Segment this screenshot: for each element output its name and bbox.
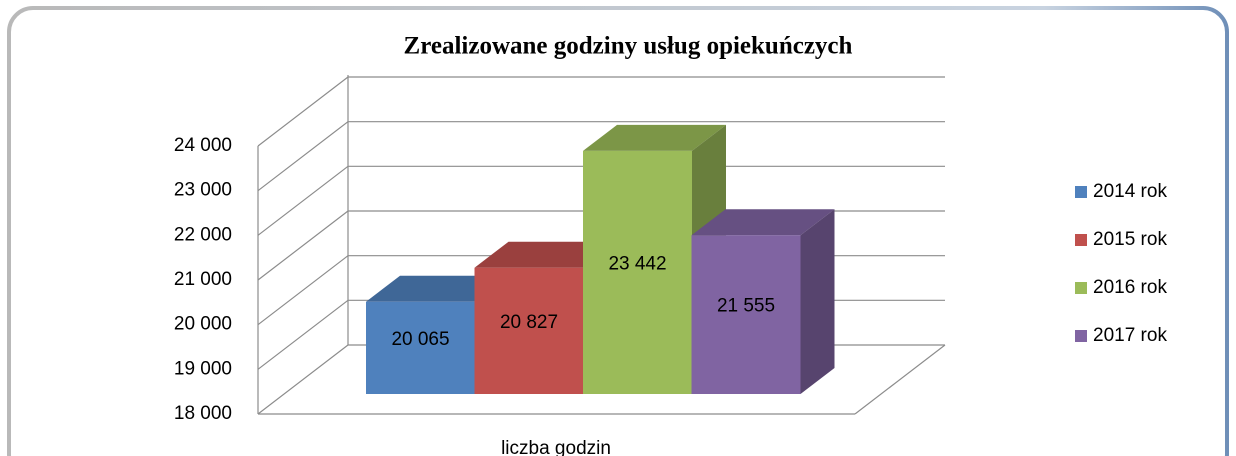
data-label: 20 827 [500,312,558,333]
y-tick-label: 21 000 [174,269,232,290]
bar [366,301,475,394]
bar-top [691,209,835,236]
chart-title: Zrealizowane godziny usług opiekuńczych [404,33,853,60]
bar [474,267,584,394]
y-tick-label: 24 000 [174,135,232,156]
legend-label: 2014 rok [1093,181,1167,202]
y-tick-label: 22 000 [174,224,232,245]
bar-side [800,209,835,394]
y-tick-label: 19 000 [174,358,232,379]
bar-top [474,241,618,268]
grid-line [257,121,945,192]
legend-swatch [1075,234,1087,246]
legend-label: 2017 rok [1093,325,1167,346]
legend-label: 2015 rok [1093,229,1167,250]
grid-line [257,165,945,236]
bar-top [583,124,726,151]
y-tick-label: 23 000 [174,180,232,201]
data-label: 21 555 [717,296,775,317]
x-axis-label: liczba godzin [501,438,611,456]
bar-top [366,275,509,302]
bar [583,150,692,394]
legend-swatch [1075,282,1087,294]
grid-line [257,76,945,147]
bar [691,235,801,394]
legend-swatch [1075,186,1087,198]
y-tick-label: 18 000 [174,403,232,424]
legend-swatch [1075,330,1087,342]
data-label: 23 442 [608,253,666,274]
data-label: 20 065 [391,329,449,350]
y-tick-label: 20 000 [174,314,232,335]
legend-label: 2016 rok [1093,277,1167,298]
